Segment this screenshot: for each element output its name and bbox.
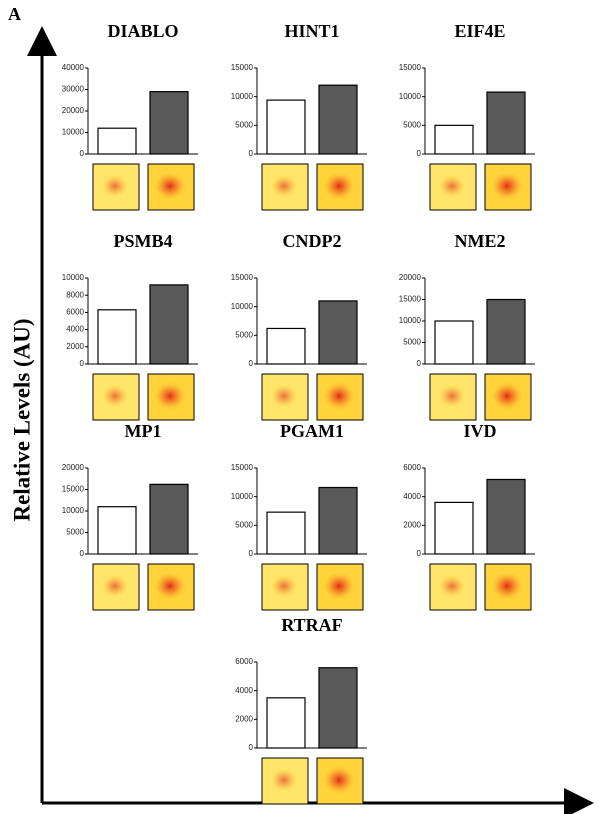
y-tick-label: 15000 xyxy=(399,295,422,304)
blot-spot xyxy=(322,381,356,411)
y-tick-label: 15000 xyxy=(231,273,254,282)
axis-label: Relative Levels (AU) xyxy=(9,318,34,521)
chart-title: EIF4E xyxy=(454,21,505,41)
blot-spot xyxy=(270,574,298,598)
chart-title: NME2 xyxy=(455,231,506,251)
blot-spot xyxy=(270,174,298,198)
y-tick-label: 0 xyxy=(249,743,254,752)
bar xyxy=(435,125,473,154)
y-tick-label: 4000 xyxy=(235,686,253,695)
bar xyxy=(150,92,188,154)
y-tick-label: 0 xyxy=(417,549,422,558)
blot-spot xyxy=(101,574,129,598)
panel-label: A xyxy=(8,4,21,24)
blot-spot xyxy=(438,174,466,198)
y-tick-label: 5000 xyxy=(66,528,84,537)
blot-spot xyxy=(153,381,187,411)
blot-spot xyxy=(490,381,524,411)
blot-spot xyxy=(438,574,466,598)
figure: A Relative Levels (AU) DIABLO01000020000… xyxy=(0,0,599,814)
y-tick-label: 6000 xyxy=(235,657,253,666)
blot-spot xyxy=(322,571,356,601)
y-tick-label: 15000 xyxy=(399,63,422,72)
chart-title: PGAM1 xyxy=(280,421,344,441)
blot-spot xyxy=(490,171,524,201)
y-tick-label: 10000 xyxy=(231,92,254,101)
blot-spot xyxy=(101,384,129,408)
blot-spot xyxy=(101,174,129,198)
bar xyxy=(487,92,525,154)
y-tick-label: 4000 xyxy=(66,325,84,334)
chart-title: RTRAF xyxy=(281,615,342,635)
chart-title: CNDP2 xyxy=(283,231,342,251)
blot-spot xyxy=(270,768,298,792)
y-tick-label: 5000 xyxy=(235,120,253,129)
y-tick-label: 0 xyxy=(417,149,422,158)
bar xyxy=(267,512,305,554)
chart-title: PSMB4 xyxy=(113,231,172,251)
bar xyxy=(319,85,357,154)
y-tick-label: 0 xyxy=(249,549,254,558)
y-tick-label: 10000 xyxy=(231,302,254,311)
y-tick-label: 0 xyxy=(80,359,85,368)
y-tick-label: 10000 xyxy=(62,128,85,137)
bar xyxy=(150,285,188,364)
blot-spot xyxy=(322,171,356,201)
y-tick-label: 40000 xyxy=(62,63,85,72)
y-tick-label: 20000 xyxy=(62,463,85,472)
y-tick-label: 0 xyxy=(80,549,85,558)
bar xyxy=(150,484,188,554)
y-tick-label: 30000 xyxy=(62,85,85,94)
bar xyxy=(435,321,473,364)
bar xyxy=(98,310,136,364)
y-tick-label: 8000 xyxy=(66,290,84,299)
bar xyxy=(319,487,357,554)
y-tick-label: 5000 xyxy=(235,520,253,529)
blot-spot xyxy=(438,384,466,408)
bar xyxy=(487,300,525,365)
y-tick-label: 10000 xyxy=(399,316,422,325)
y-tick-label: 20000 xyxy=(399,273,422,282)
y-tick-label: 5000 xyxy=(235,330,253,339)
y-tick-label: 5000 xyxy=(403,120,421,129)
chart-title: DIABLO xyxy=(107,21,178,41)
y-tick-label: 15000 xyxy=(231,63,254,72)
y-tick-label: 0 xyxy=(80,149,85,158)
y-tick-label: 6000 xyxy=(403,463,421,472)
bar xyxy=(98,507,136,554)
bar xyxy=(267,698,305,748)
blot-spot xyxy=(153,171,187,201)
chart-title: HINT1 xyxy=(284,21,339,41)
bar xyxy=(487,479,525,554)
blot-spot xyxy=(490,571,524,601)
y-tick-label: 5000 xyxy=(403,338,421,347)
y-tick-label: 0 xyxy=(249,149,254,158)
y-tick-label: 10000 xyxy=(62,273,85,282)
y-tick-label: 4000 xyxy=(403,492,421,501)
y-tick-label: 2000 xyxy=(403,520,421,529)
bar xyxy=(267,328,305,364)
y-tick-label: 20000 xyxy=(62,106,85,115)
y-tick-label: 15000 xyxy=(231,463,254,472)
y-tick-label: 2000 xyxy=(235,714,253,723)
chart-title: IVD xyxy=(463,421,496,441)
y-tick-label: 2000 xyxy=(66,342,84,351)
y-tick-label: 0 xyxy=(249,359,254,368)
y-tick-label: 6000 xyxy=(66,308,84,317)
blot-spot xyxy=(153,571,187,601)
bar xyxy=(319,668,357,748)
chart-title: MP1 xyxy=(125,421,162,441)
y-tick-label: 10000 xyxy=(62,506,85,515)
blot-spot xyxy=(270,384,298,408)
y-tick-label: 10000 xyxy=(231,492,254,501)
y-tick-label: 0 xyxy=(417,359,422,368)
y-tick-label: 15000 xyxy=(62,485,85,494)
bar xyxy=(98,128,136,154)
y-tick-label: 10000 xyxy=(399,92,422,101)
blot-spot xyxy=(322,765,356,795)
bar xyxy=(435,502,473,554)
bar xyxy=(319,301,357,364)
bar xyxy=(267,100,305,154)
